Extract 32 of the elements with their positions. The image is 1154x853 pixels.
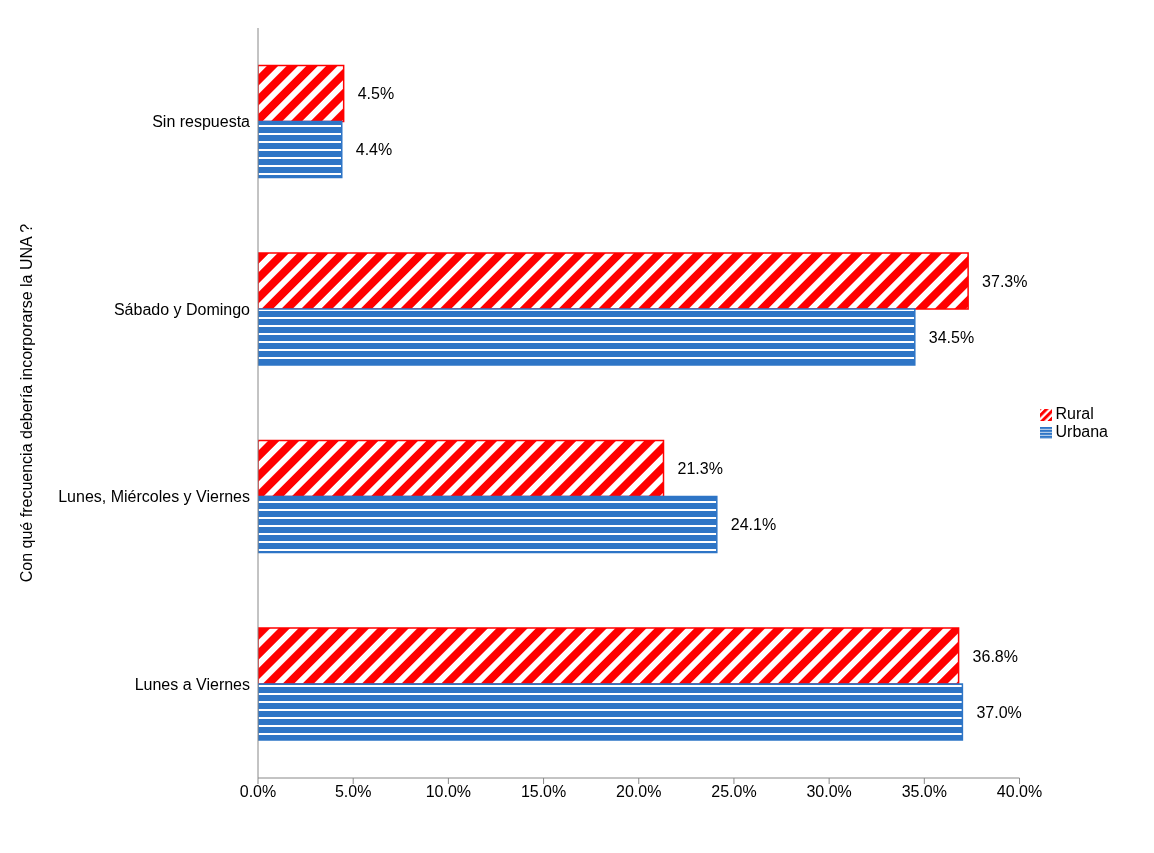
x-tick-label: 15.0% bbox=[520, 783, 567, 801]
y-tick-label: Sin respuesta bbox=[152, 113, 251, 131]
x-tick-label: 20.0% bbox=[616, 783, 662, 801]
y-tick-label: Lunes, Miércoles y Viernes bbox=[58, 488, 250, 506]
bar bbox=[258, 308, 916, 366]
data-label: 34.5% bbox=[928, 328, 975, 346]
x-tick-label: 25.0% bbox=[711, 783, 757, 801]
y-tick-label: Sábado y Domingo bbox=[113, 300, 251, 318]
data-label: 36.8% bbox=[972, 647, 1018, 665]
data-label: 37.0% bbox=[976, 703, 1022, 721]
bar bbox=[258, 683, 964, 741]
bar bbox=[258, 120, 343, 179]
bar bbox=[258, 627, 960, 685]
legend-label: Urbana bbox=[1055, 423, 1108, 440]
y-axis-title: Con qué frecuencia debería incorporarse la UNA ? bbox=[17, 223, 35, 583]
x-tick-label: 10.0% bbox=[425, 783, 472, 801]
data-label: 21.3% bbox=[677, 460, 723, 477]
x-tick-label: 35.0% bbox=[901, 783, 948, 801]
bar bbox=[258, 439, 665, 498]
x-tick-label: 40.0% bbox=[996, 783, 1043, 801]
legend-label: Rural bbox=[1055, 405, 1094, 422]
data-label: 4.4% bbox=[355, 141, 393, 158]
data-label: 4.5% bbox=[357, 85, 395, 102]
x-tick-label: 0.0% bbox=[239, 783, 277, 801]
bar bbox=[258, 495, 718, 554]
bar bbox=[258, 64, 345, 123]
data-label: 24.1% bbox=[730, 516, 777, 533]
x-tick-label: 30.0% bbox=[806, 783, 852, 801]
x-tick-label: 5.0% bbox=[334, 783, 372, 801]
data-label: 37.3% bbox=[982, 272, 1028, 290]
bar bbox=[258, 252, 969, 310]
y-tick-label: Lunes a Viernes bbox=[134, 675, 250, 693]
